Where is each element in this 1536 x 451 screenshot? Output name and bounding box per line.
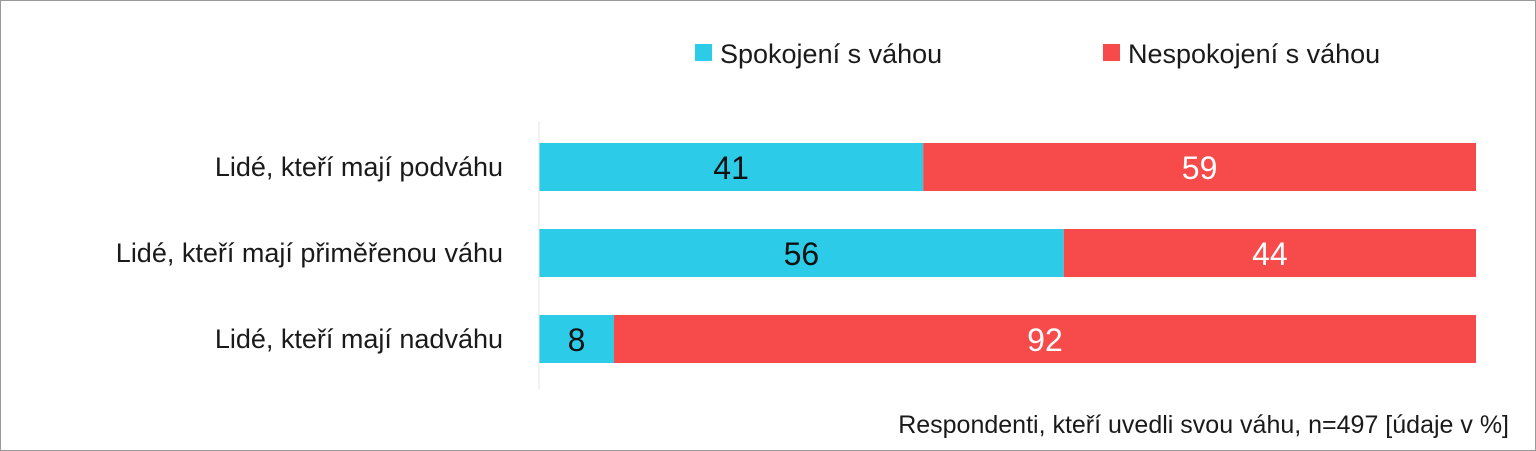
bar-nespokojeni-s-vahou-3	[613, 315, 1476, 363]
category-label-1: Lidé, kteří mají podváhu	[215, 152, 503, 182]
value-label-spokojeni-s-vahou-1: 41	[713, 150, 749, 186]
legend: Spokojení s váhou Nespokojení s váhou	[695, 39, 1380, 69]
value-label-nespokojeni-s-vahou-1: 59	[1182, 150, 1218, 186]
legend-label-spokojeni-s-vahou: Spokojení s váhou	[720, 39, 942, 69]
bar-nespokojeni-s-vahou-1	[923, 143, 1476, 191]
value-label-nespokojeni-s-vahou-2: 44	[1252, 236, 1288, 272]
bar-nespokojeni-s-vahou-2	[1063, 229, 1476, 277]
value-label-nespokojeni-s-vahou-3: 92	[1027, 322, 1063, 358]
respondents-note: Respondenti, kteří uvedli svou váhu, n=4…	[898, 411, 1509, 439]
value-labels: 41 59 56 44 8 92	[568, 150, 1288, 358]
value-label-spokojeni-s-vahou-2: 56	[784, 236, 820, 272]
bar-spokojeni-s-vahou-1	[539, 143, 924, 191]
category-label-3: Lidé, kteří mají nadváhu	[215, 324, 503, 354]
bar-spokojeni-s-vahou-3	[539, 315, 614, 363]
category-label-2: Lidé, kteří mají přiměřenou váhu	[116, 238, 503, 268]
legend-label-nespokojeni-s-vahou: Nespokojení s váhou	[1128, 39, 1380, 69]
category-labels: Lidé, kteří mají podváhu Lidé, kteří mají…	[116, 152, 503, 354]
legend-swatch-nespokojeni-s-vahou	[1103, 44, 1120, 61]
value-label-spokojeni-s-vahou-3: 8	[568, 322, 586, 358]
bars	[539, 143, 1476, 363]
legend-swatch-spokojeni-s-vahou	[695, 44, 712, 61]
bar-spokojeni-s-vahou-2	[539, 229, 1064, 277]
